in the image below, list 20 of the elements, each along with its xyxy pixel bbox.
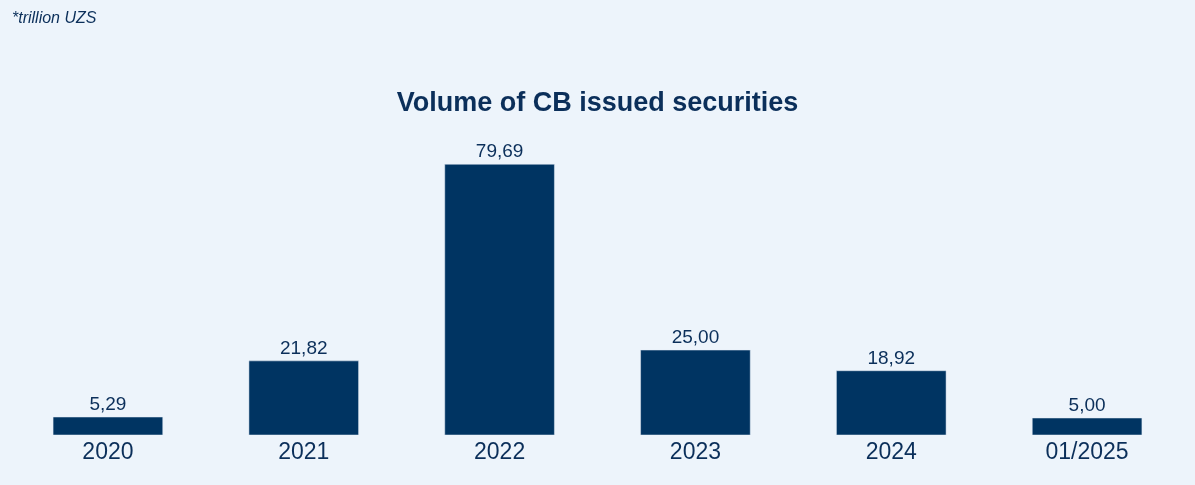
bar: [52, 416, 163, 435]
x-tick-label: 2022: [473, 438, 526, 464]
chart-title: Volume of CB issued securities: [396, 87, 799, 118]
x-tick-label: 2024: [865, 438, 918, 464]
data-label: 5,29: [89, 393, 127, 415]
x-tick-label: 2021: [278, 438, 330, 464]
x-tick-label: 2020: [82, 438, 134, 464]
data-label: 21,82: [279, 336, 328, 358]
data-label: 79,69: [475, 140, 524, 162]
data-label: 5,00: [1068, 394, 1106, 416]
bar: [1032, 417, 1143, 435]
bar: [640, 349, 751, 435]
data-label: 25,00: [671, 326, 720, 348]
data-label: 18,92: [867, 346, 916, 368]
bar: [248, 360, 359, 435]
bar: [444, 164, 555, 435]
bar: [836, 370, 947, 435]
x-tick-label: 01/2025: [1045, 438, 1129, 464]
x-tick-label: 2023: [669, 438, 722, 464]
text: *trillion UZS: [12, 9, 97, 26]
